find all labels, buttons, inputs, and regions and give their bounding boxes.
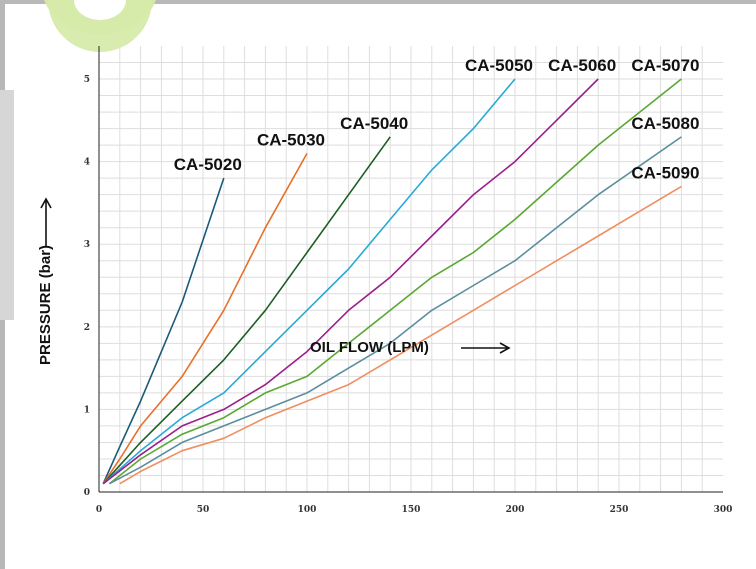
grid bbox=[99, 46, 723, 492]
series-label-ca-5080: CA-5080 bbox=[631, 114, 699, 133]
x-tick-label: 250 bbox=[610, 505, 629, 515]
decorative-arc bbox=[44, 0, 156, 52]
y-axis-title: PRESSURE (bar) bbox=[37, 245, 54, 365]
y-tick-label: 5 bbox=[84, 75, 90, 85]
series-line-ca-5050 bbox=[102, 78, 516, 485]
series-label-ca-5040: CA-5040 bbox=[340, 114, 408, 133]
x-tick-label: 300 bbox=[714, 505, 733, 515]
x-tick-label: 50 bbox=[197, 505, 210, 515]
x-tick-label: 200 bbox=[506, 505, 525, 515]
series-line-ca-5090 bbox=[119, 185, 682, 485]
series-line-ca-5040 bbox=[102, 136, 391, 485]
series-line-ca-5080 bbox=[109, 136, 682, 485]
x-axis-ticks: 0 50 100 150 200 250 300 bbox=[96, 505, 733, 515]
series-line-ca-5070 bbox=[108, 78, 682, 485]
series-label-ca-5030: CA-5030 bbox=[257, 130, 325, 149]
series-lines bbox=[102, 78, 682, 485]
series-line-ca-5060 bbox=[102, 78, 599, 485]
series-label-ca-5020: CA-5020 bbox=[174, 155, 242, 174]
series-label-ca-5060: CA-5060 bbox=[548, 56, 616, 75]
series-line-ca-5030 bbox=[102, 153, 308, 485]
series-label-ca-5090: CA-5090 bbox=[631, 163, 699, 182]
series-labels: CA-5020 CA-5030 CA-5040 CA-5050 CA-5060 CA-50… bbox=[174, 56, 700, 182]
decorative-side-bar bbox=[0, 90, 14, 320]
x-tick-label: 0 bbox=[96, 505, 102, 515]
series-line-ca-5020 bbox=[102, 177, 225, 485]
y-axis-arrow-icon bbox=[40, 197, 52, 246]
y-tick-label: 1 bbox=[84, 405, 90, 415]
x-tick-label: 150 bbox=[402, 505, 421, 515]
x-axis-arrow-icon bbox=[461, 342, 511, 354]
y-tick-label: 3 bbox=[84, 240, 90, 250]
series-label-ca-5070: CA-5070 bbox=[631, 56, 699, 75]
x-axis-title: OIL FLOW (LPM) bbox=[310, 339, 429, 356]
y-axis-ticks: 0 1 2 3 4 5 bbox=[84, 75, 90, 498]
y-tick-label: 0 bbox=[84, 488, 90, 498]
series-label-ca-5050: CA-5050 bbox=[465, 56, 533, 75]
y-tick-label: 4 bbox=[84, 158, 90, 168]
y-tick-label: 2 bbox=[84, 323, 90, 333]
x-tick-label: 100 bbox=[298, 505, 317, 515]
axes bbox=[98, 46, 723, 493]
